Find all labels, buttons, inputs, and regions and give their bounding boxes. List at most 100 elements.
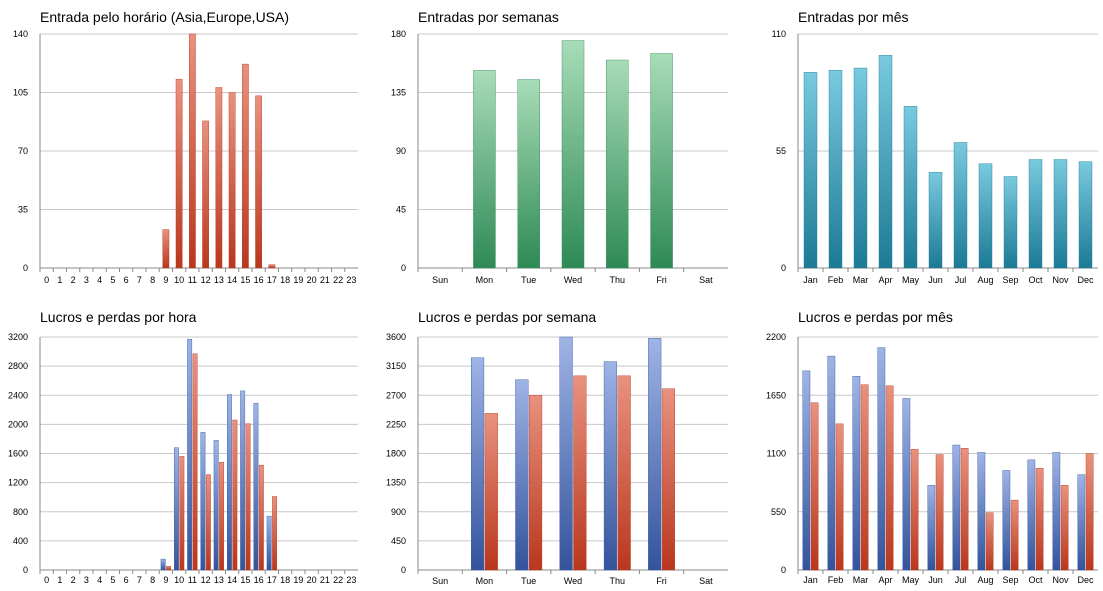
x-tick-label: 18 [280, 575, 290, 585]
bar [561, 40, 585, 269]
x-tick-label: Mon [476, 275, 494, 285]
x-tick-label: 19 [293, 575, 303, 585]
x-tick-label: Jan [803, 575, 818, 585]
bar [255, 95, 262, 269]
bar [189, 33, 196, 269]
bar [202, 120, 209, 269]
chart-svg: 0 55 110 Jan Feb Mar Apr May Jun Jul Aug Sep Oct Nov D… [772, 29, 1098, 285]
x-tick-label: 14 [227, 575, 237, 585]
chart-panel-pnl-week: Lucros e perdas por semana 0 450 900 1350 18… [370, 300, 740, 591]
x-tick-label: Wed [564, 275, 582, 285]
x-tick-label: Oct [1028, 275, 1043, 285]
x-tick-label: Jun [928, 275, 943, 285]
bar [559, 336, 573, 571]
chart-title: Lucros e perdas por mês [798, 309, 953, 325]
y-tick-label: 1600 [8, 449, 28, 459]
x-tick-label: Sat [699, 275, 713, 285]
bar [977, 452, 986, 571]
bar [470, 357, 485, 571]
x-tick-label: 21 [320, 275, 330, 285]
bar [1035, 468, 1044, 571]
bar [603, 361, 617, 571]
y-tick-label: 180 [391, 29, 406, 39]
x-tick-label: 20 [307, 275, 317, 285]
y-tick-label: 0 [781, 263, 786, 273]
x-tick-label: 13 [214, 575, 224, 585]
bar [985, 512, 994, 571]
chart-title: Entrada pelo horário (Asia,Europe,USA) [40, 9, 290, 25]
bar [835, 423, 844, 571]
bar [661, 388, 676, 571]
y-tick-label: 550 [771, 507, 786, 517]
y-tick-label: 110 [772, 29, 786, 39]
chart-title: Lucros e perdas por hora [40, 309, 197, 325]
x-tick-label: Thu [610, 576, 626, 586]
y-tick-label: 1100 [767, 449, 786, 459]
bar [226, 394, 232, 571]
x-tick-label: Aug [977, 275, 993, 285]
x-tick-label: 6 [124, 575, 129, 585]
bar [860, 384, 869, 571]
y-tick-label: 900 [391, 507, 406, 517]
x-tick-label: Tue [521, 576, 536, 586]
x-tick-label: 23 [346, 575, 356, 585]
bar [240, 390, 246, 571]
bar [484, 413, 498, 571]
chart-title: Entradas por mês [798, 9, 909, 25]
y-tick-label: 2400 [8, 390, 28, 400]
bar [529, 395, 543, 571]
bar [910, 449, 919, 571]
x-tick-label: 12 [201, 575, 211, 585]
bar [573, 375, 587, 571]
bar [179, 456, 185, 571]
bar [1053, 159, 1068, 269]
bar [878, 55, 893, 269]
x-tick-label: Dec [1077, 275, 1094, 285]
y-tick-label: 450 [391, 536, 406, 546]
x-tick-label: Sun [432, 576, 448, 586]
bar [885, 385, 894, 571]
x-tick-label: 10 [174, 275, 184, 285]
chart-panel-entries-week: Entradas por semanas 0 45 90 135 180 Sun Mon Tu… [370, 0, 740, 295]
bar [160, 558, 166, 571]
bar [258, 464, 264, 571]
x-tick-label: 18 [280, 275, 290, 285]
x-tick-label: Feb [828, 275, 844, 285]
y-tick-label: 3150 [386, 361, 406, 371]
bar [232, 419, 238, 571]
x-tick-label: Tue [521, 275, 536, 285]
x-tick-label: 20 [307, 575, 317, 585]
bar [192, 353, 198, 571]
x-tick-label: Thu [610, 275, 626, 285]
x-tick-label: 11 [188, 275, 197, 285]
bar [187, 338, 193, 571]
chart-panel-entries-hour: Entrada pelo horário (Asia,Europe,USA) 0… [0, 0, 370, 295]
bar [1052, 452, 1061, 571]
y-tick-label: 800 [13, 507, 28, 517]
x-tick-label: 12 [201, 275, 211, 285]
x-tick-label: 2 [71, 275, 76, 285]
bar [1002, 470, 1011, 571]
x-tick-label: Jul [955, 575, 967, 585]
bar [606, 59, 629, 269]
bar [266, 515, 272, 571]
x-tick-label: 9 [163, 575, 168, 585]
y-tick-label: 0 [23, 565, 28, 575]
bar [853, 67, 868, 269]
bar [205, 474, 211, 571]
chart-svg: 0 450 900 1350 1800 2250 2700 3150 3600 Sun Mon Tue… [386, 332, 728, 586]
bar [200, 432, 206, 571]
y-tick-label: 70 [18, 146, 28, 156]
chart-title: Lucros e perdas por semana [418, 309, 597, 325]
y-tick-label: 0 [401, 263, 406, 273]
bar [928, 172, 943, 269]
bar [650, 53, 673, 269]
x-tick-label: Sat [699, 576, 713, 586]
x-tick-label: Mar [853, 275, 869, 285]
x-tick-label: 1 [57, 275, 62, 285]
x-tick-label: 11 [188, 575, 197, 585]
y-tick-label: 3600 [386, 332, 406, 342]
y-tick-label: 2800 [8, 361, 28, 371]
x-tick-label: 8 [150, 575, 155, 585]
